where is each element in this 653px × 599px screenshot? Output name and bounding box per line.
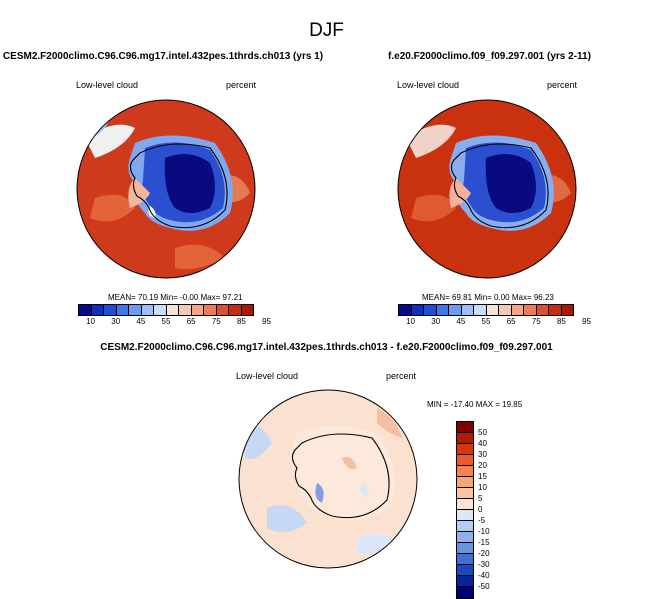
colorbar-swatch <box>424 305 437 315</box>
colorbar-tick-label: 10 <box>478 483 487 492</box>
colorbar-tick-label: 30 <box>478 450 487 459</box>
colorbar-swatch <box>457 499 473 510</box>
panel-2-variable-label: Low-level cloud <box>397 80 460 90</box>
diff-polar-map <box>238 389 418 569</box>
panel-2-case-title: f.e20.F2000climo.f09_f09.297.001 (yrs 2-… <box>388 51 591 62</box>
colorbar-swatch <box>411 305 424 315</box>
colorbar-swatch <box>241 305 253 315</box>
colorbar-swatch <box>91 305 104 315</box>
colorbar-tick-label: 15 <box>478 472 487 481</box>
colorbar-tick-label: 0 <box>478 505 483 514</box>
colorbar-swatch <box>104 305 117 315</box>
colorbar-swatch <box>457 510 473 521</box>
colorbar-tick-label: -20 <box>478 549 490 558</box>
colorbar-swatch <box>461 305 474 315</box>
colorbar-tick-label: -10 <box>478 527 490 536</box>
colorbar-tick-label: 40 <box>478 439 487 448</box>
panel-1-colorbar <box>78 304 254 316</box>
colorbar-tick-label: 5 <box>478 494 483 503</box>
diff-units-label: percent <box>386 371 417 381</box>
diff-stats: MIN = -17.40 MAX = 19.85 <box>427 400 523 409</box>
panel-2-colorbar <box>398 304 574 316</box>
colorbar-swatch <box>449 305 462 315</box>
colorbar-swatch <box>561 305 573 315</box>
diff-colorbar <box>456 421 474 599</box>
colorbar-swatch <box>536 305 549 315</box>
panel-1-units-label: percent <box>226 80 257 90</box>
colorbar-swatch <box>116 305 129 315</box>
diff-variable-label: Low-level cloud <box>236 371 299 381</box>
colorbar-swatch <box>179 305 192 315</box>
page-title: DJF <box>309 20 344 41</box>
diff-colorbar-ticks: 50 40 30 20 15 10 5 0 -5 -10 -15 -20 -30 -40 -50 <box>478 427 490 592</box>
colorbar-swatch <box>436 305 449 315</box>
colorbar-swatch <box>457 488 473 499</box>
colorbar-swatch <box>79 305 92 315</box>
colorbar-swatch <box>549 305 562 315</box>
colorbar-swatch <box>457 455 473 466</box>
colorbar-swatch <box>457 554 473 565</box>
colorbar-swatch <box>457 587 473 598</box>
colorbar-swatch <box>499 305 512 315</box>
colorbar-tick-label: -40 <box>478 571 490 580</box>
colorbar-swatch <box>511 305 524 315</box>
colorbar-swatch <box>154 305 167 315</box>
colorbar-swatch <box>457 444 473 455</box>
panel-1-polar-map <box>76 99 256 279</box>
colorbar-swatch <box>457 477 473 488</box>
colorbar-swatch <box>457 521 473 532</box>
colorbar-swatch <box>457 433 473 444</box>
colorbar-swatch <box>191 305 204 315</box>
colorbar-swatch <box>399 305 412 315</box>
colorbar-swatch <box>457 532 473 543</box>
panel-2-units-label: percent <box>547 80 578 90</box>
colorbar-swatch <box>166 305 179 315</box>
diff-case-title: CESM2.F2000climo.C96.C96.mg17.intel.432p… <box>100 342 553 353</box>
colorbar-swatch <box>141 305 154 315</box>
panel-1-stats: MEAN= 70.19 Min= -0.00 Max= 97.21 <box>108 293 243 302</box>
colorbar-swatch <box>457 543 473 554</box>
colorbar-tick-label: -15 <box>478 538 490 547</box>
colorbar-swatch <box>457 466 473 477</box>
panel-1-variable-label: Low-level cloud <box>76 80 139 90</box>
panel-2-polar-map <box>397 99 577 279</box>
colorbar-swatch <box>204 305 217 315</box>
colorbar-tick-label: -5 <box>478 516 486 525</box>
colorbar-tick-label: 50 <box>478 428 487 437</box>
panel-2-stats: MEAN= 69.81 Min= 0.00 Max= 96.23 <box>422 293 554 302</box>
colorbar-swatch <box>474 305 487 315</box>
colorbar-swatch <box>129 305 142 315</box>
colorbar-tick-label: 20 <box>478 461 487 470</box>
colorbar-swatch <box>457 565 473 576</box>
colorbar-tick-label: -50 <box>478 582 490 591</box>
colorbar-swatch <box>229 305 242 315</box>
colorbar-swatch <box>524 305 537 315</box>
colorbar-swatch <box>457 422 473 433</box>
colorbar-tick-label: -30 <box>478 560 490 569</box>
colorbar-swatch <box>216 305 229 315</box>
colorbar-swatch <box>486 305 499 315</box>
panel-1-case-title: CESM2.F2000climo.C96.C96.mg17.intel.432p… <box>2 51 324 62</box>
colorbar-swatch <box>457 576 473 587</box>
